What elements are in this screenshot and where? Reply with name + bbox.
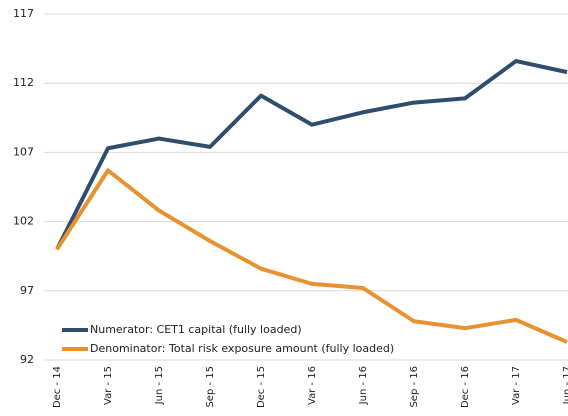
x-tick-label: Sep - 15 (205, 366, 216, 408)
y-tick-label: 117 (13, 7, 34, 20)
y-tick-label: 107 (13, 145, 34, 158)
x-tick-label: Dec - 14 (52, 366, 63, 408)
x-tick-label: Jun - 16 (358, 366, 369, 405)
x-tick-label: Var - 17 (511, 366, 522, 405)
legend-label: Numerator: CET1 capital (fully loaded) (90, 323, 302, 336)
y-tick-label: 112 (13, 76, 34, 89)
series-line (55, 59, 568, 251)
x-tick-label: Dec - 15 (256, 366, 267, 408)
x-tick-label: Var - 16 (307, 366, 318, 405)
x-tick-label: Jun - 15 (154, 366, 165, 405)
x-tick-label: Jun - 17 (562, 366, 568, 405)
legend-label: Denominator: Total risk exposure amount … (90, 342, 394, 355)
x-tick-label: Var - 15 (103, 366, 114, 405)
series-line (55, 168, 568, 344)
y-tick-label: 102 (13, 215, 34, 228)
x-tick-label: Sep - 16 (409, 366, 420, 408)
x-tick-label: Dec - 16 (460, 366, 471, 408)
y-tick-label: 92 (20, 353, 34, 366)
y-tick-label: 97 (20, 284, 34, 297)
